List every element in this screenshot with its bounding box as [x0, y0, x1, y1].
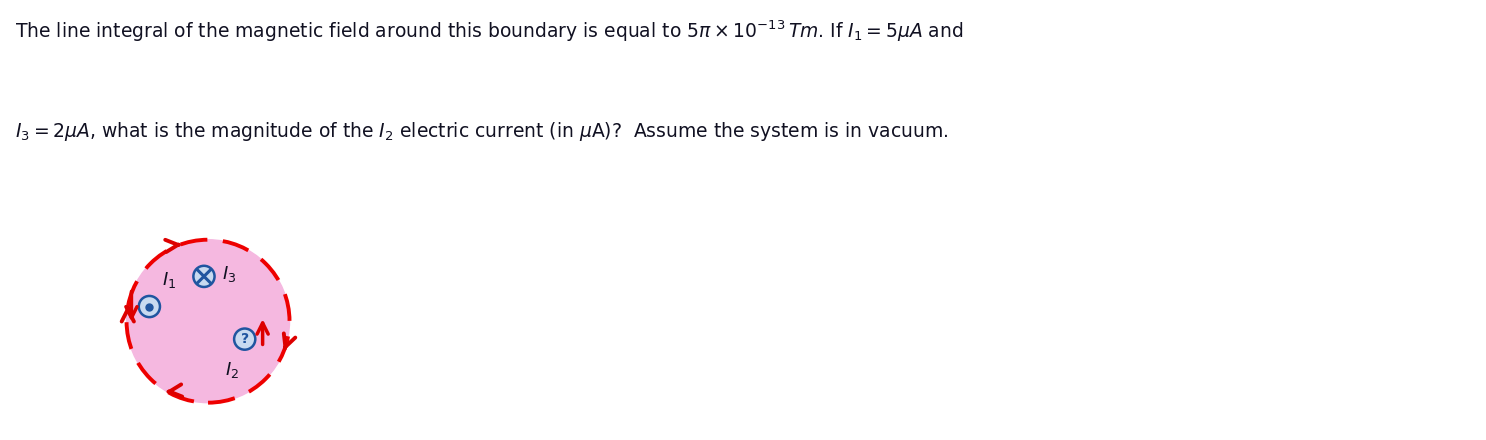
Text: $I_2$: $I_2$ — [226, 360, 239, 380]
Circle shape — [126, 240, 290, 403]
Circle shape — [235, 329, 256, 350]
Text: $I_3 = 2\mu A$, what is the magnitude of the $I_2$ electric current (in $\mu$A)?: $I_3 = 2\mu A$, what is the magnitude of… — [15, 120, 948, 143]
Text: $I_1$: $I_1$ — [162, 270, 175, 290]
Text: $I_3$: $I_3$ — [221, 264, 236, 284]
Text: The line integral of the magnetic field around this boundary is equal to $5\pi \: The line integral of the magnetic field … — [15, 19, 963, 44]
Text: ?: ? — [241, 332, 248, 346]
Circle shape — [193, 266, 214, 287]
Circle shape — [138, 296, 160, 317]
